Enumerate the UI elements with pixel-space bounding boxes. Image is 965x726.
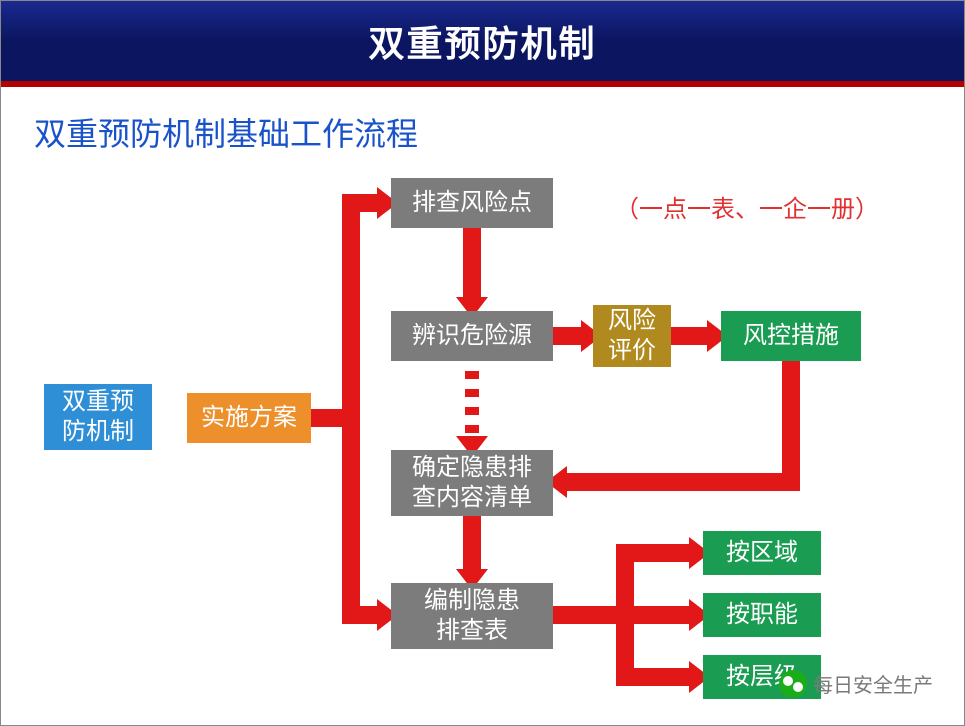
node-n4: 编制隐患 排查表 — [391, 583, 553, 649]
node-start: 双重预 防机制 — [44, 384, 152, 450]
header-title: 双重预防机制 — [368, 15, 596, 67]
node-plan: 实施方案 — [187, 393, 311, 443]
node-risk: 风险 评价 — [593, 305, 671, 367]
annotation: （一点一表、一企一册） — [615, 189, 879, 224]
node-byFunc: 按职能 — [703, 593, 821, 637]
watermark: 每日安全生产 — [779, 669, 933, 698]
watermark-text: 每日安全生产 — [813, 669, 933, 698]
node-control: 风控措施 — [721, 311, 861, 361]
diagram-frame: 双重预防机制 双重预防机制基础工作流程 （一点一表、一企一册） 双重预 防机制实… — [0, 0, 965, 726]
node-n3: 确定隐患排 查内容清单 — [391, 450, 553, 516]
node-n1: 排查风险点 — [391, 178, 553, 228]
subtitle: 双重预防机制基础工作流程 — [34, 109, 418, 155]
header-bar: 双重预防机制 — [1, 1, 964, 87]
node-n2: 辨识危险源 — [391, 311, 553, 361]
node-byArea: 按区域 — [703, 531, 821, 575]
wechat-icon — [779, 670, 807, 698]
